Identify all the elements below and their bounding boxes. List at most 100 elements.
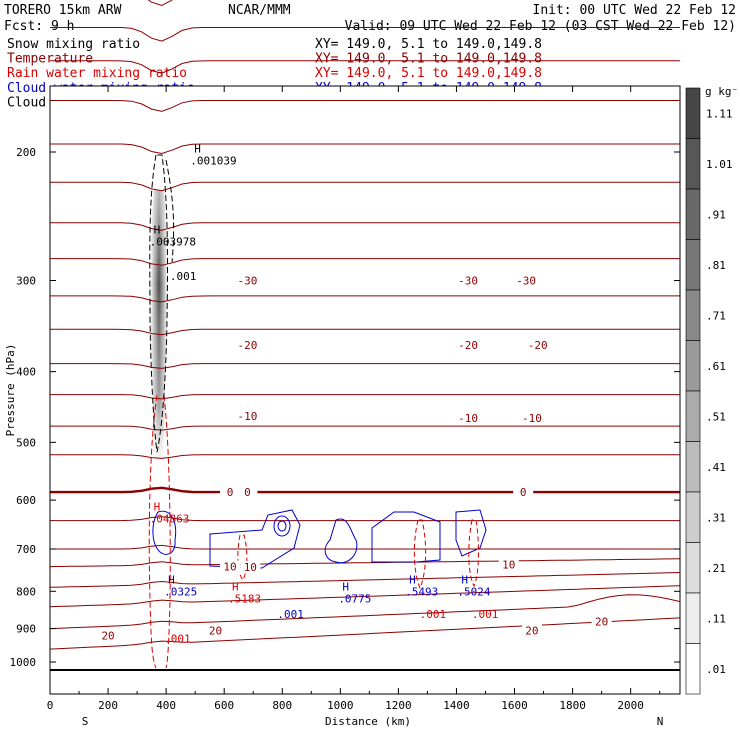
x-tick-label: 0: [47, 699, 54, 712]
label-backing: [516, 274, 537, 287]
colorbar-label: .41: [706, 461, 726, 474]
isotherm-line: [49, 558, 681, 568]
max-value-label: .001: [170, 270, 197, 283]
isotherm-line: [50, 544, 680, 550]
max-marker: H: [232, 580, 239, 593]
label-backing: [237, 486, 258, 499]
isotherm-line: [50, 27, 680, 42]
max-marker: H: [154, 501, 161, 514]
isotherm-line: [50, 222, 680, 231]
legend-name: Rain water mixing ratio: [7, 66, 187, 81]
label-backing: [458, 339, 479, 352]
plot-frame-border: [49, 85, 681, 695]
colorbar-label: .71: [706, 309, 726, 322]
isotherm-line: [50, 258, 680, 266]
colorbar-label: .31: [706, 511, 726, 524]
maxima-labels: H.001039H.003978.001H.04863.001.001.001H…: [150, 143, 499, 646]
colorbar-label: .61: [706, 360, 726, 373]
colorbar-label: .81: [706, 259, 726, 272]
x-tick-label: 200: [98, 699, 118, 712]
isotherm-line: [50, 454, 680, 459]
isotherm-line: [147, 0, 173, 7]
cloud-water-contour: [277, 520, 287, 532]
rain-contour: [468, 519, 479, 588]
max-value-label: .04863: [150, 513, 190, 526]
max-marker: H: [342, 580, 349, 593]
y-axis-title: Pressure (hPa): [4, 344, 17, 437]
x-tick-label: 1600: [501, 699, 528, 712]
colorbar-swatch: [685, 239, 701, 291]
colorbar-swatch: [685, 340, 701, 392]
cloud-water-contour: [455, 509, 487, 557]
max-value-label: .001: [420, 608, 447, 621]
label-backing: [521, 411, 542, 424]
label-backing: [513, 486, 534, 499]
max-marker: H: [154, 224, 161, 237]
isotherm-line: [50, 143, 680, 155]
legend-xy: XY= 149.0, 5.1 to 149.0,149.8: [315, 66, 542, 81]
isotherm-line: [50, 100, 680, 112]
isotherm-label: 0: [244, 486, 251, 499]
isotherm-label: -30: [458, 274, 478, 287]
y-tick-label: 500: [16, 436, 36, 449]
max-value-label: .001039: [190, 155, 236, 168]
snow-contour: [165, 159, 175, 263]
max-marker: H: [409, 573, 416, 586]
colorbar-units: g kg⁻¹: [705, 85, 740, 98]
colorbar-label: .11: [706, 612, 726, 625]
isotherm-line: [49, 585, 681, 608]
legend-xy: XY= 149.0, 5.1 to 149.0,149.8: [315, 52, 542, 67]
y-tick-label: 1000: [10, 656, 37, 669]
isotherm-label: 20: [525, 624, 538, 637]
isotherm-label: -20: [237, 339, 257, 352]
isotherm-label: 10: [244, 561, 257, 574]
colorbar-swatch: [685, 441, 701, 493]
colorbar-swatch: [685, 592, 701, 644]
y-tick-label: 600: [16, 494, 36, 507]
y-tick-label: 400: [16, 366, 36, 379]
label-backing: [591, 615, 612, 628]
max-value-label: .5024: [457, 585, 490, 598]
isotherm-label: 10: [502, 558, 515, 571]
label-backing: [527, 339, 548, 352]
rain-water-contours: [148, 394, 479, 669]
max-value-label: .5493: [405, 585, 438, 598]
x-tick-label: 1800: [559, 699, 586, 712]
colorbar-swatch: [685, 138, 701, 190]
label-backing: [240, 561, 261, 574]
legend-name: Temperature: [7, 52, 93, 67]
north-label: N: [657, 715, 664, 728]
label-backing: [237, 409, 258, 422]
label-backing: [220, 486, 240, 499]
cloud-water-contour: [324, 518, 358, 564]
max-value-label: .001: [164, 633, 191, 646]
x-tick-label: 2000: [617, 699, 644, 712]
x-tick-label: 1000: [327, 699, 354, 712]
max-marker: H: [461, 573, 468, 586]
colorbar-swatch: [685, 87, 701, 139]
isotherm-line: [50, 486, 680, 494]
colorbar-swatch: [685, 542, 701, 594]
isotherm-line: [50, 363, 680, 369]
south-label: S: [82, 715, 89, 728]
y-tick-label: 700: [16, 543, 36, 556]
colorbar-label: .01: [706, 663, 726, 676]
label-backing: [458, 411, 479, 424]
label-backing: [205, 624, 226, 637]
isotherm-label: 10: [223, 561, 236, 574]
label-backing: [521, 624, 542, 637]
label-backing: [498, 558, 519, 571]
legend-name: Snow mixing ratio: [7, 37, 140, 52]
org-label: NCAR/MMM: [228, 3, 291, 18]
label-backing: [220, 560, 240, 573]
colorbar-swatch: [685, 390, 701, 442]
x-tick-label: 600: [214, 699, 234, 712]
cloud-water-contour: [371, 511, 441, 563]
y-tick-label: 900: [16, 623, 36, 636]
max-value-label: .003978: [150, 236, 196, 249]
isotherm-label: 20: [209, 624, 222, 637]
below-ground-area: [50, 669, 680, 694]
